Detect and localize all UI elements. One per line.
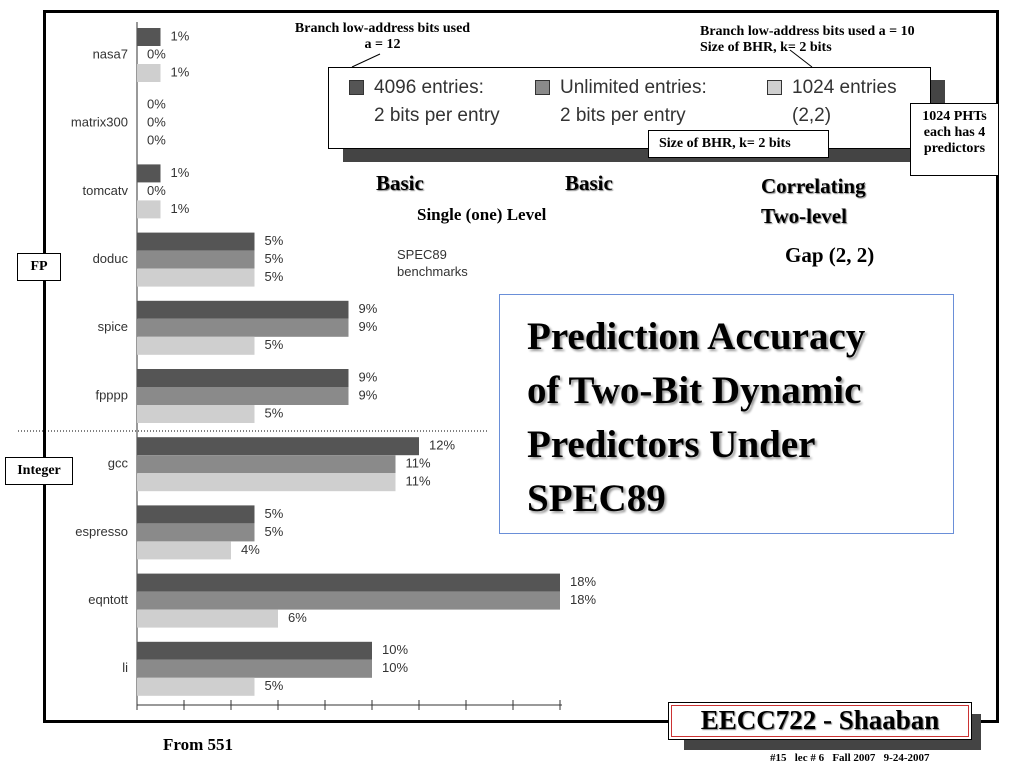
legend: 4096 entries: 2 bits per entry Unlimited … xyxy=(328,67,931,149)
value-label: 12% xyxy=(429,438,455,453)
bar xyxy=(137,28,161,46)
legend-label: 1024 entries (2,2) xyxy=(792,77,897,126)
y-tick-label: matrix300 xyxy=(71,115,128,130)
legend-swatch xyxy=(535,80,550,95)
annotation: Gap (2, 2) xyxy=(785,243,875,267)
value-label: 9% xyxy=(359,369,378,384)
bar xyxy=(137,591,560,610)
legend-swatch xyxy=(349,80,364,95)
bar xyxy=(137,523,255,542)
bar xyxy=(137,541,231,560)
y-tick-label: espresso xyxy=(75,524,128,539)
chart-subtitle: SPEC89 benchmarks xyxy=(397,247,468,279)
bar xyxy=(137,164,161,183)
annotation: Single (one) Level xyxy=(417,205,547,224)
annotation: Correlating Two-level xyxy=(761,174,866,228)
bar xyxy=(137,268,255,287)
value-label: 18% xyxy=(570,592,596,607)
bar xyxy=(137,641,372,660)
bar xyxy=(137,609,278,628)
bar xyxy=(137,677,255,696)
value-label: 1% xyxy=(171,28,190,43)
bar xyxy=(137,318,349,337)
value-label: 6% xyxy=(288,610,307,625)
value-label: 9% xyxy=(359,319,378,334)
bar xyxy=(137,300,349,319)
annotation: Basic xyxy=(565,171,613,195)
group-label: FP xyxy=(17,253,61,281)
value-label: 9% xyxy=(359,387,378,402)
bar xyxy=(137,573,560,592)
legend-label: 4096 entries: 2 bits per entry xyxy=(374,77,500,126)
value-label: 0% xyxy=(147,115,166,130)
value-label: 10% xyxy=(382,642,408,657)
y-tick-label: nasa7 xyxy=(93,46,128,61)
bar xyxy=(137,387,349,405)
value-label: 0% xyxy=(147,133,166,148)
y-tick-label: fpppp xyxy=(95,387,128,402)
legend-swatch xyxy=(767,80,782,95)
value-label: 0% xyxy=(147,46,166,61)
bar xyxy=(137,232,255,251)
value-label: 1% xyxy=(171,64,190,79)
bar xyxy=(137,369,349,387)
value-label: 5% xyxy=(265,678,284,693)
bar xyxy=(137,405,255,423)
course-label: EECC722 - Shaaban xyxy=(668,702,972,740)
value-label: 0% xyxy=(147,97,166,112)
bar xyxy=(137,455,396,474)
bar xyxy=(137,64,161,82)
y-tick-label: tomcatv xyxy=(82,183,128,198)
bar xyxy=(137,473,396,492)
source-note: From 551 xyxy=(163,735,234,754)
value-label: 5% xyxy=(265,251,284,266)
value-label: 0% xyxy=(147,183,166,198)
value-label: 9% xyxy=(359,301,378,316)
slide-info: #15 lec # 6 Fall 2007 9-24-2007 xyxy=(770,752,930,764)
bar xyxy=(137,437,419,456)
value-label: 5% xyxy=(265,337,284,352)
bar xyxy=(137,659,372,678)
group-label: Integer xyxy=(5,457,73,485)
value-label: 5% xyxy=(265,269,284,284)
value-label: 5% xyxy=(265,233,284,248)
y-tick-label: doduc xyxy=(93,251,129,266)
bar xyxy=(137,336,255,355)
value-label: 4% xyxy=(241,542,260,557)
y-tick-label: spice xyxy=(98,319,128,334)
callout-line xyxy=(351,53,381,68)
legend-label: Unlimited entries: 2 bits per entry xyxy=(560,77,707,126)
bar xyxy=(137,505,255,524)
callout-line xyxy=(789,49,813,68)
y-tick-label: gcc xyxy=(108,456,129,471)
value-label: 18% xyxy=(570,574,596,589)
title-box xyxy=(499,294,954,534)
chart-title: Prediction Accuracy of Two-Bit Dynamic P… xyxy=(527,315,866,520)
bar xyxy=(137,200,161,219)
annotation: Branch low-address bits used a = 12 xyxy=(294,21,471,52)
value-label: 5% xyxy=(265,524,284,539)
annotation-box: Size of BHR, k= 2 bits xyxy=(648,130,829,158)
value-label: 1% xyxy=(171,165,190,180)
value-label: 5% xyxy=(265,405,284,420)
annotation: Branch low-address bits used a = 10 Size… xyxy=(700,24,915,55)
annotation: Basic xyxy=(376,171,424,195)
value-label: 11% xyxy=(406,474,431,489)
annotation-box: 1024 PHTs each has 4 predictors xyxy=(910,103,999,176)
value-label: 10% xyxy=(382,660,408,675)
bar xyxy=(137,250,255,269)
value-label: 11% xyxy=(406,456,431,471)
value-label: 1% xyxy=(171,201,190,216)
y-tick-label: eqntott xyxy=(88,592,128,607)
y-tick-label: li xyxy=(122,660,128,675)
value-label: 5% xyxy=(265,506,284,521)
